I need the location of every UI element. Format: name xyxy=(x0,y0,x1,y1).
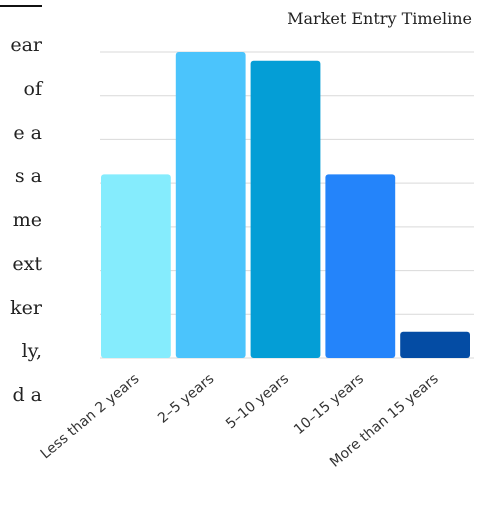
text-fragment: ear xyxy=(10,34,42,56)
x-tick-label: Less than 2 years xyxy=(38,371,143,463)
text-fragment: ker xyxy=(10,297,42,319)
text-fragment: of xyxy=(23,78,42,100)
bar-4 xyxy=(325,174,396,358)
left-text-rule xyxy=(0,5,42,7)
bar-5 xyxy=(400,331,470,358)
bar-1 xyxy=(101,174,171,358)
text-fragment: d a xyxy=(12,384,42,406)
left-text-column: ear of e a s a me ext ker ly, d a xyxy=(0,0,60,519)
bar-3 xyxy=(250,60,321,358)
text-fragment: ly, xyxy=(21,340,42,362)
bars xyxy=(101,52,470,358)
x-tick-label: 5–10 years xyxy=(223,371,292,433)
text-fragment: e a xyxy=(13,122,42,144)
text-fragment: s a xyxy=(14,165,42,187)
x-tick-labels: Less than 2 years 2–5 years 5–10 years10–1… xyxy=(38,371,442,471)
x-tick-label: 2–5 years xyxy=(155,371,217,427)
text-fragment: ext xyxy=(12,253,42,275)
bar-2 xyxy=(175,52,246,358)
text-fragment: me xyxy=(12,209,42,231)
chart-title: Market Entry Timeline xyxy=(287,9,472,28)
x-tick-label: 10–15 years xyxy=(291,371,367,438)
